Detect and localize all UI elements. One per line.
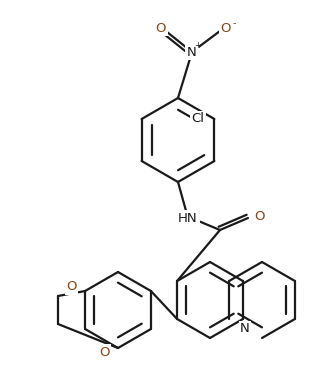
Text: -: - [232, 18, 236, 28]
Text: HN: HN [178, 211, 198, 225]
Text: O: O [67, 280, 77, 294]
Text: O: O [221, 21, 231, 34]
Text: +: + [195, 41, 201, 50]
Text: N: N [240, 322, 250, 335]
Text: O: O [254, 209, 265, 223]
Text: O: O [156, 21, 166, 34]
Text: O: O [99, 346, 110, 358]
Text: N: N [187, 46, 197, 58]
Text: Cl: Cl [191, 112, 204, 126]
